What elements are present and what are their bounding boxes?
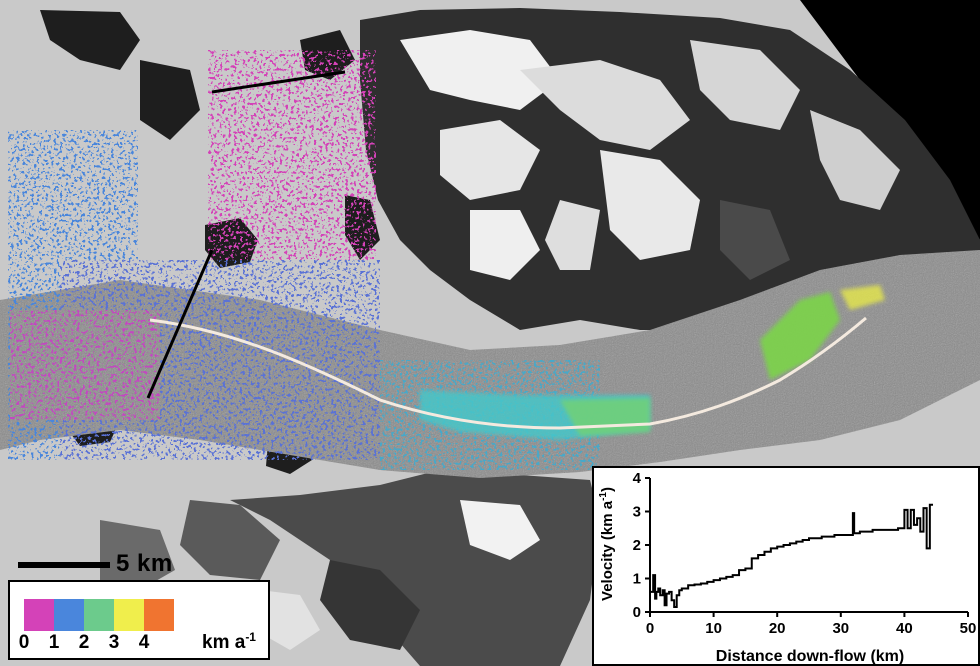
chart-y-axis-label-text: Velocity (km a — [599, 500, 616, 601]
legend-tick-1: 1 — [48, 632, 60, 653]
velocity-overlay-green-zone-upper — [760, 292, 840, 380]
chart-axes — [649, 478, 968, 613]
transect-line-west — [146, 249, 214, 399]
y-tick-label: 4 — [633, 470, 642, 487]
x-tick-label: 0 — [646, 620, 654, 637]
scale-bar: 5 km — [10, 550, 200, 580]
y-tick-label: 1 — [633, 571, 641, 588]
legend-unit-text: km a — [202, 632, 246, 653]
velocity-color-legend: 0 1 2 3 4 km a-1 — [8, 580, 270, 660]
x-tick-label: 50 — [960, 620, 977, 637]
y-tick-label: 2 — [633, 537, 641, 554]
legend-swatch-1 — [54, 599, 84, 631]
velocity-overlay — [8, 50, 885, 470]
velocity-overlay-yellow-speckles — [840, 285, 885, 310]
x-tick-label: 30 — [832, 620, 849, 637]
chart-y-axis-label: Velocity (km a-1) — [598, 487, 616, 601]
legend-swatch-2 — [84, 599, 114, 631]
mountain-terrain-north — [360, 8, 980, 330]
transect-line-north — [211, 70, 346, 94]
legend-tick-4: 4 — [138, 632, 150, 653]
center-flowline — [149, 316, 867, 430]
legend-swatch-3 — [114, 599, 144, 631]
velocity-overlay-low-patch — [10, 310, 160, 420]
chart-y-axis-label-superscript: -1 — [598, 492, 609, 501]
velocity-overlay-magenta-patch — [208, 50, 376, 260]
legend-tick-labels: 0 1 2 3 4 — [10, 632, 268, 656]
chart-x-axis-label: Distance down-flow (km) — [716, 648, 904, 664]
legend-swatch-0 — [24, 599, 54, 631]
y-tick-label: 0 — [633, 604, 641, 621]
legend-swatches — [24, 599, 174, 631]
scale-bar-label: 5 km — [116, 550, 173, 577]
x-tick-label: 20 — [769, 620, 786, 637]
mountain-terrain-south — [100, 470, 600, 666]
scale-bar-line — [18, 562, 110, 568]
x-tick-label: 10 — [705, 620, 722, 637]
legend-unit-superscript: -1 — [245, 630, 256, 644]
chart-y-axis-label-tail: ) — [599, 487, 616, 492]
legend-tick-0: 0 — [18, 632, 30, 653]
x-tick-label: 40 — [896, 620, 913, 637]
chart-series — [650, 503, 934, 608]
velocity-series-line — [650, 503, 934, 608]
legend-tick-3: 3 — [108, 632, 120, 653]
legend-unit-label: km a-1 — [202, 630, 256, 654]
legend-tick-2: 2 — [78, 632, 90, 653]
velocity-profile-inset: 0 1 2 3 4 0 10 20 30 40 50 Velocity (km a-1) Dista… — [592, 466, 980, 666]
y-tick-label: 3 — [633, 504, 641, 521]
legend-swatch-4 — [144, 599, 174, 631]
